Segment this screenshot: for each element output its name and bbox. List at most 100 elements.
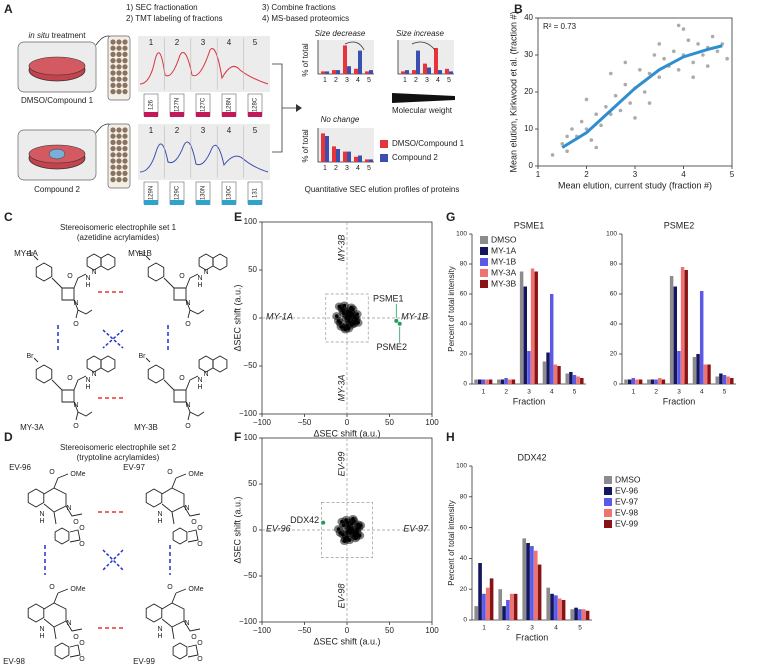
bond [171,592,177,604]
bar [513,593,518,620]
bar [530,546,534,620]
point [618,108,623,113]
bond [145,255,151,261]
resin-bead [110,152,116,158]
resin-bead [110,133,116,139]
x-tick-label: 2 [506,625,510,632]
point [696,42,700,46]
resin-bead [116,146,122,152]
bond [187,529,199,543]
resin-bead [110,76,116,82]
y-tick-label: 0 [463,381,467,388]
bar [474,379,478,384]
bar [703,364,708,384]
point [676,68,681,72]
atom-label: Br [139,353,147,360]
bond [77,375,87,381]
annotation: R² = 0.73 [543,22,577,31]
y-tick-label: 40 [524,13,533,22]
sec-box [138,124,270,180]
mini-bar [401,71,405,74]
bond [33,255,39,261]
resin-bead [122,146,128,152]
mini-fraction: 3 [345,77,349,84]
bar [489,578,494,620]
arrow-head [296,104,302,112]
cell [48,148,66,160]
bar [719,373,723,384]
bar [722,375,727,384]
point [701,53,705,57]
treatment-label: in situ treatment [29,31,87,40]
point [599,123,603,128]
resin-bead [116,76,122,82]
point [594,112,598,116]
legend-label: MY-3B [491,278,517,288]
resin-bead [122,158,128,164]
bond [57,473,69,479]
x-tick-label: −50 [298,418,312,427]
point [358,523,363,528]
legend-swatch [380,154,388,162]
atom-label: O [191,634,197,641]
bond [198,355,214,373]
y-tick-label: 80 [460,261,468,268]
point [350,312,354,316]
bond [187,644,199,658]
resin-bead [122,177,128,183]
bar [569,372,573,384]
bond [53,592,59,604]
x-tick-label: 3 [677,389,681,396]
point [647,71,652,76]
x-tick-label: 5 [730,170,735,179]
bond [33,357,39,363]
bond [189,273,199,279]
bar [680,267,685,384]
bar [580,378,584,384]
bar [631,378,636,384]
point [691,60,695,65]
bar [561,599,566,620]
mini-fraction: 1 [323,77,327,84]
resin-bead [110,64,116,70]
atom-label: N [157,511,162,518]
atom-label: Br [27,251,35,258]
point [676,23,681,28]
axis-annotation: MY-1A [266,311,293,321]
tmt-tag-cap [170,200,184,205]
y-tick-label: 50 [248,265,257,274]
compound-name: MY-1B [128,249,152,258]
x-tick-label: 5 [723,389,727,396]
mini-bar [365,71,369,74]
bar [557,366,561,384]
resin-bead [122,51,128,58]
bond [145,603,163,623]
sec-box [138,36,270,92]
panel-label: B [514,2,523,16]
y-tick-label: −100 [239,617,258,626]
bond [145,488,163,508]
bar [647,379,651,384]
resin-bead [116,82,122,88]
highlight-label: DDX42 [290,515,319,525]
atom-label: O [179,273,185,280]
bar [650,379,655,384]
x-tick-label: 0 [345,418,350,427]
zoom-box [325,293,369,343]
x-tick-label: 3 [530,625,534,632]
mini-bar [412,70,416,74]
resin-bead [116,139,122,145]
resin-bead [116,58,122,64]
atom-label: O [49,469,55,476]
bar [481,379,486,384]
x-tick-label: 1 [482,625,486,632]
bar [715,376,719,384]
bar [574,607,578,620]
fraction-label: 1 [149,126,154,135]
atom-label: OMe [70,586,85,593]
bar [699,291,704,384]
bar [661,379,666,384]
y-tick-label: 30 [524,50,533,59]
bond [187,411,191,421]
bond [147,262,165,282]
